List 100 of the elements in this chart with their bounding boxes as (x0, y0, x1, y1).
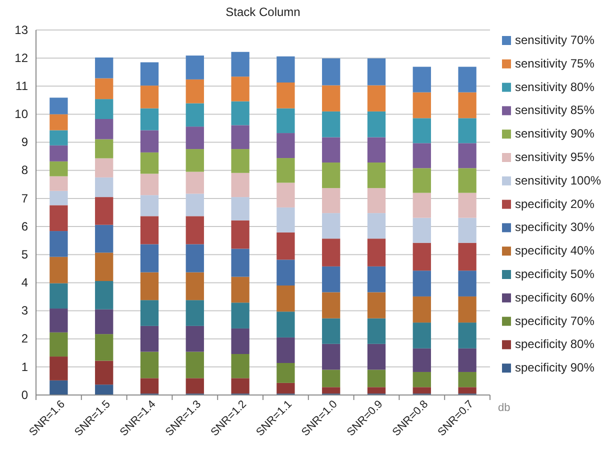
legend-label: specificity 60% (515, 290, 595, 304)
bar (140, 86, 159, 108)
bar (367, 137, 386, 163)
bar (186, 244, 204, 272)
bar (95, 158, 114, 178)
bar (95, 78, 114, 100)
bar (458, 372, 476, 388)
bar (140, 195, 159, 216)
bar (95, 252, 114, 282)
y-tick-label: 4 (21, 276, 28, 290)
bar (322, 111, 340, 138)
bar (231, 378, 250, 394)
bar (231, 172, 250, 198)
bar (412, 92, 431, 118)
bar (50, 190, 68, 206)
bar (50, 283, 68, 309)
bar (458, 92, 476, 118)
bar (50, 145, 68, 162)
bar (412, 270, 431, 296)
bar (231, 76, 250, 102)
bar (276, 382, 295, 394)
bar (458, 348, 476, 372)
bar (367, 387, 386, 394)
bar (458, 66, 476, 92)
bar (140, 174, 159, 196)
bar (458, 296, 476, 323)
bar (458, 168, 476, 193)
bar (322, 292, 340, 318)
bar (276, 108, 295, 134)
bar (95, 224, 114, 253)
bar (412, 218, 431, 243)
bar (367, 292, 386, 318)
bar (412, 322, 431, 348)
y-tick-label: 12 (14, 50, 28, 65)
legend-label: sensitivity 75% (515, 56, 595, 70)
bar (458, 242, 476, 271)
bar (50, 161, 68, 176)
x-axis-title: db (498, 402, 510, 414)
bar (458, 143, 476, 168)
bar (412, 348, 431, 372)
bar (458, 192, 476, 218)
bar (458, 322, 476, 348)
bar (458, 387, 476, 394)
bar (412, 372, 431, 388)
bar (412, 118, 431, 144)
bar (412, 143, 431, 168)
y-tick-label: 3 (21, 304, 28, 318)
bar (95, 119, 114, 140)
legend-label: specificity 90% (515, 360, 595, 375)
bar (322, 85, 340, 112)
bar (186, 79, 204, 104)
bar (50, 130, 68, 146)
bar (50, 356, 68, 380)
bar (367, 238, 386, 266)
bar (276, 362, 295, 383)
bar (276, 133, 295, 158)
y-tick-label: 1 (21, 360, 28, 374)
bar (231, 52, 250, 77)
bar (95, 281, 114, 310)
bar (140, 378, 159, 394)
bar (276, 207, 295, 232)
legend-label: specificity 40% (515, 244, 595, 258)
y-tick-label: 7 (21, 191, 28, 206)
legend-label: specificity 70% (515, 314, 595, 328)
legend-label: sensitivity 90% (515, 126, 595, 141)
legend-label: sensitivity 95% (515, 150, 595, 164)
bar (322, 213, 340, 239)
bar (140, 326, 159, 352)
bar (140, 244, 159, 272)
bar (412, 242, 431, 271)
legend-label: sensitivity 80% (515, 80, 595, 94)
bar (322, 58, 340, 86)
bar (186, 272, 204, 300)
bar (276, 182, 295, 208)
bar (140, 62, 159, 86)
bar (322, 387, 340, 394)
bar (412, 66, 431, 92)
legend-label: sensitivity 85% (515, 103, 595, 118)
bar (322, 137, 340, 163)
bar (412, 387, 431, 394)
bar (186, 126, 204, 150)
bar (322, 266, 340, 292)
bar (140, 216, 159, 244)
bar (186, 103, 204, 127)
bar (140, 272, 159, 300)
bar (186, 216, 204, 244)
legend-label: specificity 80% (515, 337, 595, 352)
y-tick-label: 6 (21, 219, 28, 234)
bar (276, 82, 295, 108)
bar (367, 370, 386, 388)
y-tick-label: 2 (21, 332, 28, 346)
y-tick-label: 9 (21, 135, 28, 150)
legend-label: specificity 20% (515, 196, 595, 211)
bar (231, 354, 250, 378)
bar (231, 101, 250, 126)
chart-title: Stack Column (226, 5, 300, 19)
bar (95, 99, 114, 120)
bar (140, 152, 159, 174)
bar (458, 270, 476, 296)
bar (367, 213, 386, 239)
